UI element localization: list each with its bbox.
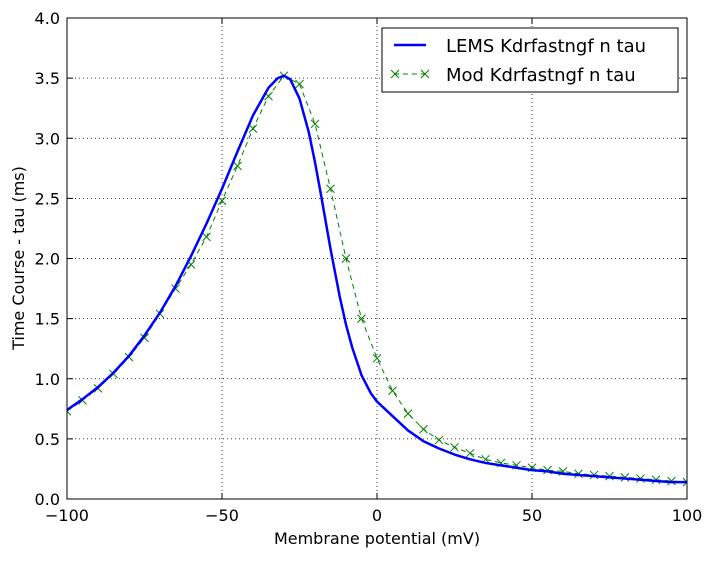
y-tick-label: 0.5	[35, 430, 60, 449]
y-tick-label: 2.5	[35, 189, 60, 208]
data-point-mod	[388, 386, 397, 396]
legend-marker-mod-left	[390, 69, 400, 79]
series-line-lems	[67, 74, 687, 484]
data-point-mod	[434, 435, 444, 445]
data-point-mod	[465, 448, 475, 458]
x-tick-label: 100	[672, 506, 703, 525]
data-point-mod	[310, 119, 320, 129]
data-point-mod	[295, 79, 304, 89]
data-point-mod	[341, 254, 351, 263]
y-tick-label: 4.0	[35, 9, 60, 28]
data-point-mod	[403, 409, 413, 418]
data-point-mod	[202, 232, 211, 242]
legend-box	[381, 27, 679, 93]
data-point-mod	[326, 184, 335, 194]
data-point-mod	[233, 161, 242, 171]
x-tick-label: 50	[522, 506, 542, 525]
x-tick-label: −50	[205, 506, 239, 525]
data-point-mod	[248, 124, 258, 133]
y-tick-label: 1.0	[35, 370, 60, 389]
data-point-mod	[357, 314, 366, 323]
series-layer	[67, 71, 687, 487]
x-axis-label: Membrane potential (mV)	[274, 529, 480, 548]
data-point-mod	[372, 353, 382, 363]
y-tick-label: 1.5	[35, 310, 60, 329]
legend-marker-mod-right	[420, 69, 430, 79]
data-point-mod	[217, 196, 227, 206]
y-tick-label: 3.5	[35, 69, 60, 88]
data-point-mod	[450, 442, 459, 452]
y-tick-label: 2.0	[35, 250, 60, 269]
legend: LEMS Kdrfastngf n tau Mod Kdrfastngf n t…	[381, 27, 679, 93]
axis-ticks: −100 −50 0 50 100 0.0 0.5 1.0 1.5 2.0 2.5 3.0 3.5 4.0	[35, 9, 703, 525]
data-point-mod	[682, 477, 687, 487]
y-tick-label: 3.0	[35, 129, 60, 148]
x-tick-label: 0	[372, 506, 382, 525]
legend-label-lems: LEMS Kdrfastngf n tau	[446, 36, 646, 57]
x-tick-label: −100	[45, 506, 89, 525]
data-point-mod	[419, 424, 428, 434]
y-axis-label: Time Course - tau (ms)	[9, 166, 28, 351]
legend-label-mod: Mod Kdrfastngf n tau	[446, 65, 636, 86]
grid-lines	[67, 18, 687, 499]
y-tick-label: 0.0	[35, 490, 60, 509]
